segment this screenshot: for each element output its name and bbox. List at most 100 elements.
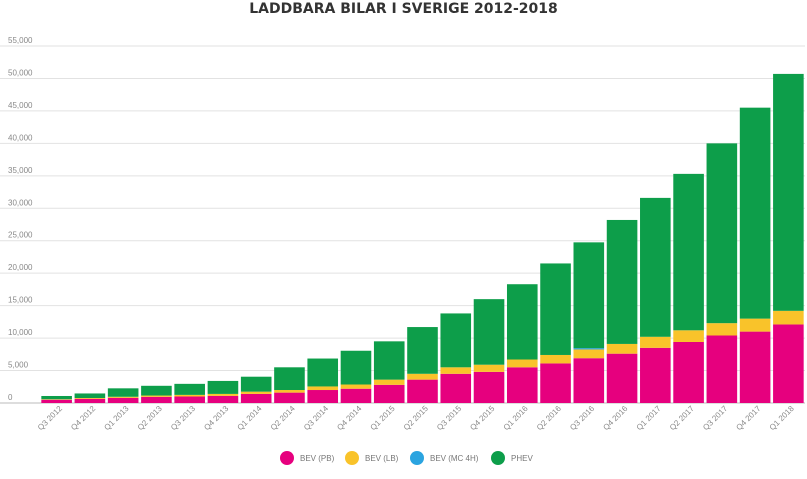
x-tick-label: Q4 2017 xyxy=(734,404,762,432)
legend: BEV (PB) BEV (LB) BEV (MC 4H) PHEV xyxy=(280,451,533,465)
bar-stack xyxy=(640,197,671,403)
bar-stack xyxy=(107,388,139,403)
bar-segment xyxy=(606,219,638,344)
y-tick-label: 50,000 xyxy=(8,68,33,77)
bar-segment xyxy=(107,396,139,398)
bar-stack xyxy=(307,358,339,403)
bar-stack xyxy=(473,299,505,403)
bar-stack xyxy=(407,327,438,403)
legend-item: BEV (MC 4H) xyxy=(410,451,479,465)
chart-title: LADDBARA BILAR I SVERIGE 2012-2018 xyxy=(249,1,558,17)
x-tick-label: Q4 2012 xyxy=(69,404,97,432)
bar-stack xyxy=(340,350,372,403)
bar-segment xyxy=(373,384,405,403)
bar-segment xyxy=(307,390,339,403)
bar-stack xyxy=(373,341,405,403)
y-tick-label: 35,000 xyxy=(8,166,33,175)
bar-segment xyxy=(773,310,804,325)
x-tick-label: Q4 2016 xyxy=(601,404,629,432)
bar-segment xyxy=(473,364,505,372)
bar-segment xyxy=(207,395,239,403)
x-tick-label: Q3 2012 xyxy=(36,404,64,432)
bar-segment xyxy=(240,376,272,392)
x-tick-label: Q1 2017 xyxy=(635,404,663,432)
y-tick-label: 10,000 xyxy=(8,328,33,337)
legend-label: BEV (MC 4H) xyxy=(430,454,479,463)
y-tick-label: 45,000 xyxy=(8,101,33,110)
bar-stack xyxy=(74,393,106,403)
bar-segment xyxy=(274,392,305,403)
y-tick-label: 5,000 xyxy=(8,361,29,370)
bar-segment xyxy=(640,336,671,348)
bar-segment xyxy=(606,353,638,403)
bar-segment xyxy=(174,396,205,403)
bar-stack xyxy=(573,242,605,403)
legend-label: BEV (LB) xyxy=(365,454,399,463)
bar-stack xyxy=(739,107,771,403)
x-tick-label: Q2 2013 xyxy=(136,404,164,432)
bar-segment xyxy=(606,343,638,354)
bar-segment xyxy=(141,396,172,403)
x-tick-label: Q4 2015 xyxy=(468,404,496,432)
bar-stack xyxy=(174,383,205,403)
bar-segment xyxy=(373,341,405,380)
bar-segment xyxy=(706,335,738,403)
bar-segment xyxy=(107,397,139,403)
y-tick-label: 25,000 xyxy=(8,231,33,240)
x-tick-label: Q1 2013 xyxy=(102,404,130,432)
bar-segment xyxy=(107,388,139,397)
bar-segment xyxy=(373,379,405,385)
bars xyxy=(41,73,804,403)
bar-segment xyxy=(506,367,538,403)
bar-segment xyxy=(673,330,704,342)
legend-item: PHEV xyxy=(491,451,533,465)
bar-segment xyxy=(506,284,538,360)
legend-swatch xyxy=(491,451,505,465)
x-tick-label: Q4 2013 xyxy=(202,404,230,432)
bar-segment xyxy=(540,363,571,403)
x-tick-label: Q1 2016 xyxy=(502,404,530,432)
x-tick-label: Q4 2014 xyxy=(335,404,363,432)
bar-stack xyxy=(673,173,704,403)
legend-item: BEV (PB) xyxy=(280,451,335,465)
bar-segment xyxy=(307,386,339,391)
bar-segment xyxy=(141,385,172,396)
bar-segment xyxy=(74,393,106,399)
bar-segment xyxy=(540,354,571,364)
bar-segment xyxy=(407,373,438,380)
x-tick-label: Q3 2013 xyxy=(169,404,197,432)
bar-segment xyxy=(673,341,704,403)
legend-label: BEV (PB) xyxy=(300,454,335,463)
bar-segment xyxy=(573,242,605,349)
bar-segment xyxy=(440,373,472,403)
bar-stack xyxy=(706,143,738,403)
y-tick-label: 20,000 xyxy=(8,263,33,272)
bar-stack xyxy=(506,284,538,403)
bar-segment xyxy=(41,399,72,400)
bar-stack xyxy=(207,380,239,403)
bar-segment xyxy=(506,359,538,368)
bar-stack xyxy=(540,263,571,403)
y-axis-tick-labels: 0 5,000 10,000 15,000 20,000 25,000 30,000 35,0… xyxy=(8,36,33,402)
x-tick-label: Q3 2015 xyxy=(435,404,463,432)
bar-segment xyxy=(174,383,205,395)
legend-swatch xyxy=(345,451,359,465)
bar-segment xyxy=(440,367,472,374)
bar-segment xyxy=(240,391,272,394)
bar-segment xyxy=(773,324,804,403)
bar-stack xyxy=(606,219,638,403)
y-tick-label: 15,000 xyxy=(8,296,33,305)
y-tick-label: 55,000 xyxy=(8,36,33,45)
bar-segment xyxy=(473,371,505,403)
bar-stack xyxy=(440,313,472,403)
x-tick-label: Q1 2015 xyxy=(369,404,397,432)
bar-segment xyxy=(706,323,738,336)
bar-stack xyxy=(240,376,272,403)
legend-swatch xyxy=(280,451,294,465)
bar-segment xyxy=(640,347,671,403)
bar-segment xyxy=(739,107,771,319)
legend-label: PHEV xyxy=(511,454,533,463)
bar-segment xyxy=(307,358,339,387)
bar-segment xyxy=(739,331,771,403)
